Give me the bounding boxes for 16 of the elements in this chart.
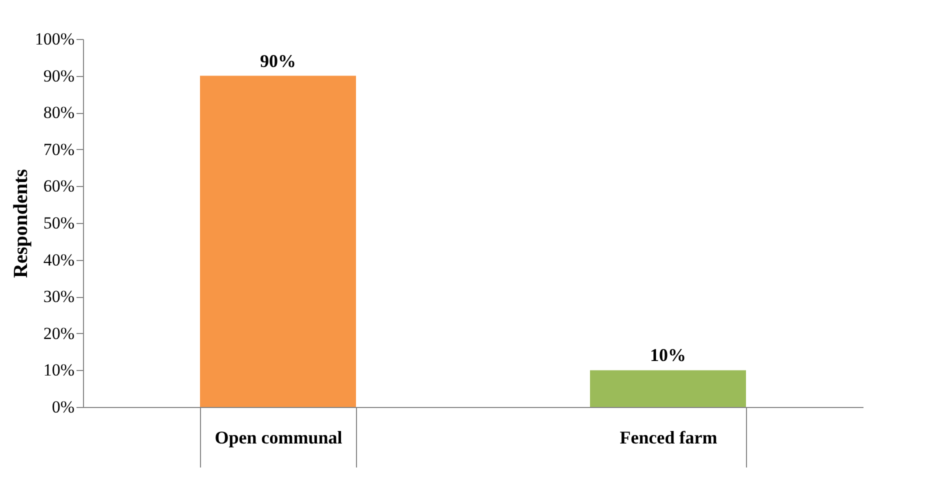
x-tick-label: Open communal (214, 428, 342, 448)
y-tick-label: 10% (43, 360, 74, 380)
y-tick-label: 90% (43, 66, 74, 86)
data-label: 10% (650, 345, 686, 366)
y-axis-title: Respondents (10, 168, 32, 278)
y-tick-label: 80% (43, 103, 74, 122)
y-tick-label: 50% (43, 214, 74, 232)
y-tick-label: 60% (43, 176, 74, 196)
y-tick-label: 0% (52, 398, 74, 416)
y-tick-label: 70% (43, 140, 74, 159)
data-label: 90% (260, 50, 296, 71)
x-tick-label: Fenced farm (620, 428, 718, 448)
y-tick-label: 40% (43, 250, 74, 270)
y-tick-label: 100% (34, 30, 74, 48)
y-tick-label: 20% (43, 324, 74, 343)
y-tick-label: 30% (43, 287, 74, 306)
